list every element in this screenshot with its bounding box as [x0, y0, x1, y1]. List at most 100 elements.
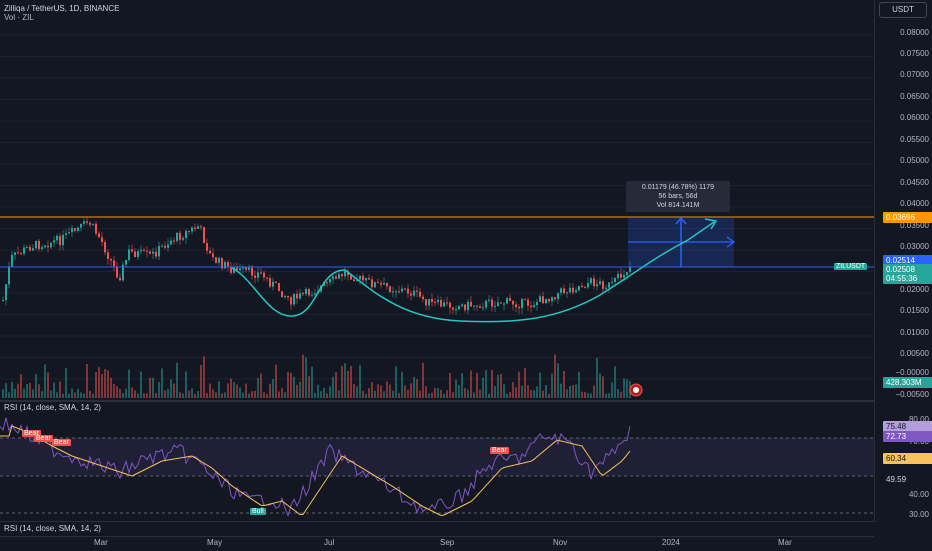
candle-body: [284, 295, 286, 298]
candle-body: [308, 289, 310, 296]
volume-bar: [314, 392, 316, 398]
volume-bar: [488, 393, 490, 398]
candle-body: [236, 267, 238, 271]
bear-label-3: Bear: [52, 439, 71, 446]
volume-bar: [344, 363, 346, 398]
price-axis[interactable]: 0.08000 0.07500 0.07000 0.06500 0.06000 …: [874, 0, 932, 522]
candle-body: [86, 221, 88, 223]
currency-button[interactable]: USDT: [879, 2, 927, 18]
candle-body: [263, 272, 265, 278]
volume-bar: [509, 392, 511, 398]
candle-body: [395, 291, 397, 293]
volume-bar: [518, 371, 520, 398]
volume-bar: [302, 354, 304, 398]
candle-body: [287, 295, 289, 298]
volume-bar: [245, 383, 247, 398]
candle-body: [518, 307, 520, 309]
volume-bar: [611, 382, 613, 398]
rsi-60-tag: 60.34: [883, 453, 932, 464]
volume-bar: [185, 371, 187, 398]
candle-body: [455, 309, 457, 311]
volume-bar: [116, 386, 118, 398]
candle-body: [371, 279, 373, 288]
volume-bar: [455, 379, 457, 398]
candle-body: [386, 283, 388, 287]
rsi-line: [0, 417, 631, 518]
candle-body: [146, 250, 148, 252]
price-tick: 0.05000: [900, 156, 929, 165]
rsi-legend-collapsed[interactable]: RSI (14, close, SMA, 14, 2): [4, 524, 101, 533]
candle-body: [347, 271, 349, 276]
volume-bar: [170, 379, 172, 398]
volume-bar: [434, 387, 436, 398]
candle-body: [359, 275, 361, 280]
candle-body: [260, 272, 262, 274]
candle-body: [428, 299, 430, 306]
candle-body: [239, 268, 241, 271]
candle-body: [182, 237, 184, 240]
candle-body: [293, 293, 295, 305]
time-axis[interactable]: Mar May Jul Sep Nov 2024 Mar: [0, 536, 874, 551]
candle-body: [104, 242, 106, 253]
candle-body: [53, 240, 55, 243]
volume-bar: [305, 357, 307, 398]
volume-bar: [278, 391, 280, 398]
candle-body: [134, 251, 136, 258]
candle-body: [380, 282, 382, 285]
volume-bar: [548, 393, 550, 398]
volume-bar: [125, 388, 127, 398]
resistance-price-tag: 0.03696: [883, 212, 932, 223]
volume-bar: [431, 392, 433, 398]
volume-bar: [203, 356, 205, 398]
volume-bar: [356, 386, 358, 398]
candle-body: [215, 257, 217, 263]
candle-body: [275, 281, 277, 283]
price-tick: 0.07000: [900, 70, 929, 79]
volume-bar: [563, 371, 565, 398]
candle-body: [269, 278, 271, 287]
rsi-chart[interactable]: [0, 402, 874, 522]
time-tick: 2024: [662, 538, 680, 547]
volume-bar: [320, 391, 322, 398]
candle-body: [413, 290, 415, 296]
volume-bar: [572, 385, 574, 398]
volume-bar: [17, 383, 19, 398]
volume-bar: [206, 393, 208, 398]
volume-bar: [140, 371, 142, 398]
volume-bar: [275, 364, 277, 398]
candle-body: [74, 228, 76, 231]
candle-body: [512, 301, 514, 305]
volume-bar: [68, 393, 70, 398]
candle-body: [170, 240, 172, 245]
price-chart[interactable]: [0, 0, 874, 400]
candle-body: [212, 253, 214, 258]
volume-bar: [110, 377, 112, 398]
volume-bar: [248, 393, 250, 398]
volume-bar: [479, 389, 481, 398]
candle-body: [578, 285, 580, 291]
candle-body: [497, 302, 499, 307]
pane-separator-2[interactable]: [0, 521, 932, 522]
candle-body: [20, 253, 22, 255]
price-tick: 0.06000: [900, 113, 929, 122]
volume-bar: [512, 382, 514, 398]
cup-left-curve: [231, 267, 346, 317]
candle-body: [542, 296, 544, 304]
volume-bar: [272, 378, 274, 398]
candle-body: [539, 296, 541, 302]
candle-body: [557, 292, 559, 300]
candle-body: [278, 282, 280, 292]
volume-bar: [380, 385, 382, 398]
cup-main-curve: [344, 221, 715, 323]
candle-body: [5, 284, 7, 300]
pane-separator[interactable]: [0, 400, 932, 402]
volume-bar: [65, 368, 67, 398]
volume-bar: [215, 392, 217, 398]
volume-bar: [8, 392, 10, 398]
volume-bar: [113, 383, 115, 398]
candle-body: [50, 242, 52, 248]
candle-body: [410, 293, 412, 296]
candle-body: [80, 223, 82, 228]
rsi-tick: 80.00: [908, 415, 929, 424]
volume-bar: [176, 362, 178, 398]
